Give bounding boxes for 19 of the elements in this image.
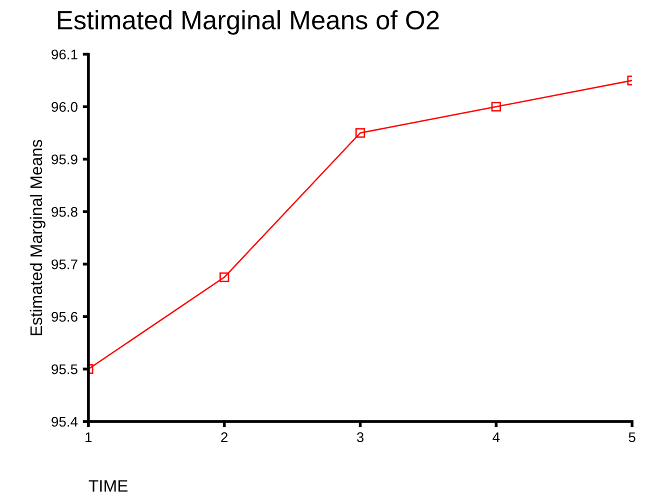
y-tick-label: 96.0 <box>52 102 78 112</box>
y-tick-label: 95.6 <box>52 312 78 322</box>
y-tick-label: 95.7 <box>52 259 78 270</box>
point <box>491 102 502 112</box>
chart-title: Estimated Marginal Means of O2 <box>58 10 439 35</box>
x-axis-title: TIME <box>88 480 128 492</box>
y-tick-label: 95.8 <box>52 206 78 217</box>
x-tick-label: 4 <box>492 432 500 442</box>
x-tick-label: 2 <box>221 432 228 442</box>
point <box>355 128 366 138</box>
x-tick-label: 3 <box>356 432 364 442</box>
y-axis-title: Estimated Marginal Means <box>30 140 46 336</box>
x-tick-label: 5 <box>628 432 636 442</box>
x-tick-label: 1 <box>86 432 92 442</box>
y-tick-label: 95.4 <box>52 416 78 427</box>
y-tick-label: 95.5 <box>52 364 78 374</box>
point <box>219 272 230 282</box>
y-tick-label: 95.9 <box>52 154 78 164</box>
y-tick-label: 96.1 <box>52 50 78 60</box>
